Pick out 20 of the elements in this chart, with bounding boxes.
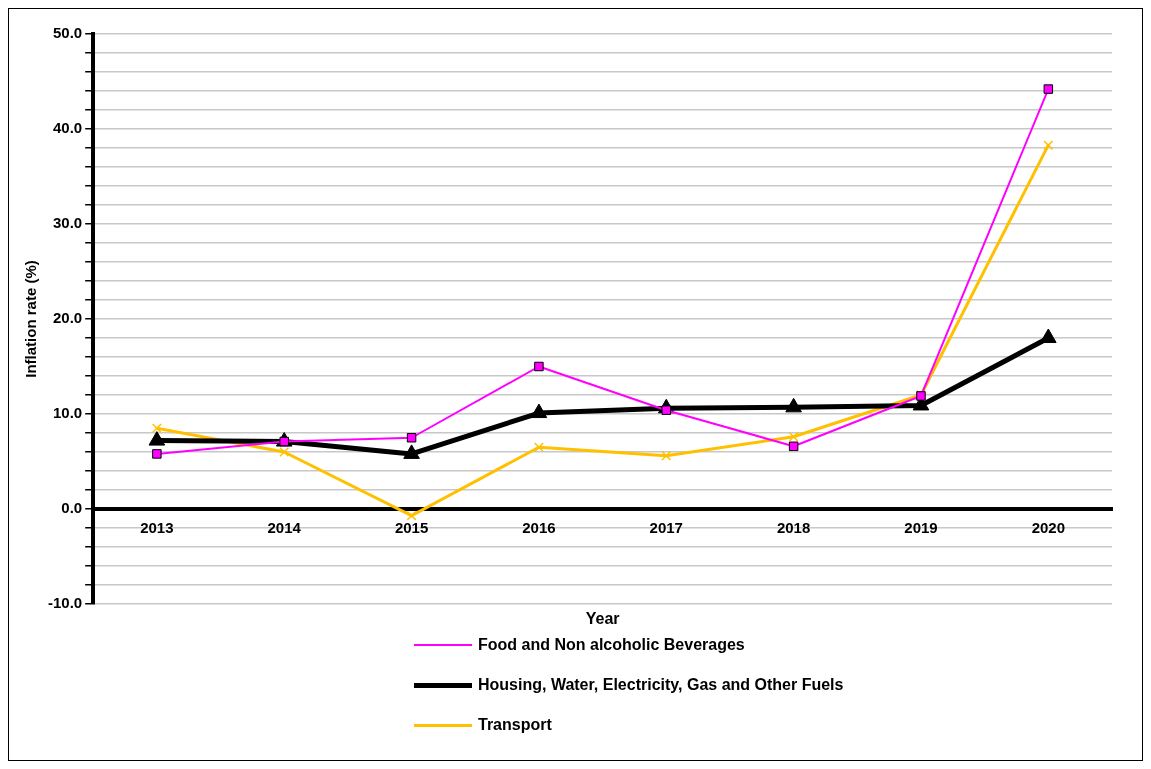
y-tick-label: 10.0 bbox=[52, 404, 83, 422]
legend-label: Housing, Water, Electricity, Gas and Other Fuels bbox=[478, 676, 844, 694]
y-tick-label: 30.0 bbox=[52, 214, 83, 232]
y-tick-label: 50.0 bbox=[52, 24, 83, 42]
x-tick-label: 2015 bbox=[394, 519, 429, 537]
y-tick-label: 0.0 bbox=[61, 499, 83, 517]
x-tick-label: 2016 bbox=[522, 519, 556, 537]
x-tick-label: 2017 bbox=[649, 519, 683, 537]
x-tick-label: 2020 bbox=[1031, 519, 1066, 537]
x-tick-label: 2014 bbox=[267, 519, 302, 537]
y-tick-label: 40.0 bbox=[52, 119, 83, 137]
x-tick-label: 2019 bbox=[904, 519, 938, 537]
x-axis-title: Year bbox=[585, 610, 620, 628]
legend-label: Transport bbox=[478, 716, 552, 734]
x-tick-label: 2018 bbox=[776, 519, 811, 537]
y-axis-title: Inflation rate (%) bbox=[22, 260, 40, 378]
y-tick-label: 20.0 bbox=[52, 309, 83, 327]
legend-label: Food and Non alcoholic Beverages bbox=[478, 636, 745, 654]
x-tick-label: 2013 bbox=[140, 519, 174, 537]
y-tick-label: -10.0 bbox=[47, 594, 83, 612]
